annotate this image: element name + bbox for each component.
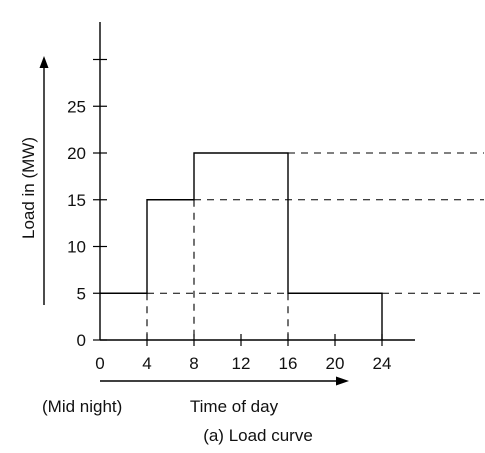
- x-tick-label-20: 20: [326, 354, 345, 373]
- x-tick-label-0: 0: [95, 354, 104, 373]
- axes: [93, 22, 415, 346]
- y-tick-label-0: 0: [77, 331, 86, 350]
- y-tick-label-25: 25: [67, 97, 86, 116]
- y-tick-label-10: 10: [67, 238, 86, 257]
- figure-caption: (a) Load curve: [203, 426, 313, 445]
- x-axis-note: (Mid night): [42, 397, 122, 416]
- x-axis-label: Time of day: [190, 397, 279, 416]
- tick-labels: 0 5 10 15 20 25 0 4 8 12 16 20 24: [67, 97, 391, 373]
- y-tick-label-20: 20: [67, 144, 86, 163]
- x-tick-label-12: 12: [232, 354, 251, 373]
- x-tick-label-8: 8: [189, 354, 198, 373]
- x-tick-label-24: 24: [373, 354, 392, 373]
- reference-lines: [146, 152, 484, 340]
- x-tick-label-4: 4: [142, 354, 151, 373]
- load-step-line: [100, 152, 383, 340]
- axis-arrows: [39, 56, 349, 386]
- y-tick-label-15: 15: [67, 191, 86, 210]
- y-direction-arrow-head: [39, 56, 49, 68]
- x-tick-label-16: 16: [279, 354, 298, 373]
- x-direction-arrow-head: [336, 376, 349, 386]
- load-curve: [100, 152, 383, 340]
- y-tick-label-5: 5: [77, 284, 86, 303]
- y-axis-label: Load in (MW): [19, 137, 38, 239]
